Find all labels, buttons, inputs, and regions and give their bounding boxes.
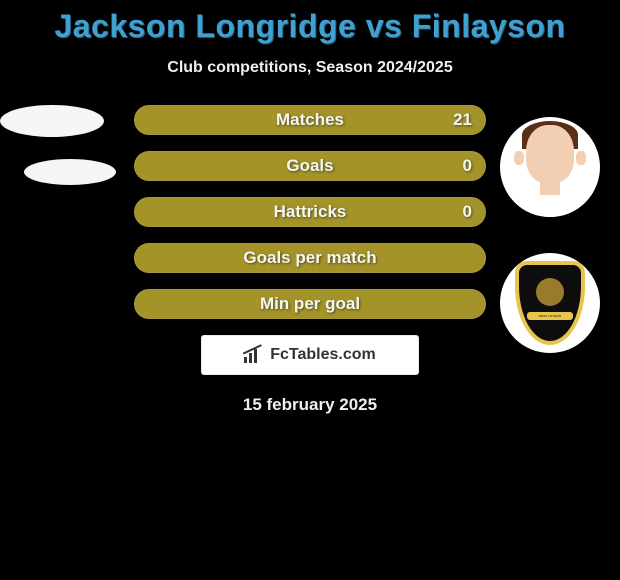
stat-bar-label: Hattricks — [134, 197, 486, 227]
left-player-avatar — [0, 105, 104, 137]
credit-box[interactable]: FcTables.com — [201, 335, 419, 375]
stat-bar: Hattricks0 — [134, 197, 486, 227]
page-title: Jackson Longridge vs Finlayson — [0, 0, 620, 45]
right-player-avatar — [500, 117, 600, 217]
stat-bar-right-value: 0 — [463, 151, 472, 181]
stat-bar: Goals per match — [134, 243, 486, 273]
stat-bar: Goals0 — [134, 151, 486, 181]
stat-bar: Min per goal — [134, 289, 486, 319]
stat-bar-label: Min per goal — [134, 289, 486, 319]
stat-bar-right-value: 21 — [453, 105, 472, 135]
page-subtitle: Club competitions, Season 2024/2025 — [0, 59, 620, 77]
left-club-avatar — [24, 159, 116, 185]
stats-area: WEST LOTHIAN Matches21Goals0Hattricks0Go… — [0, 105, 620, 319]
date-line: 15 february 2025 — [0, 395, 620, 415]
stat-bar-label: Goals per match — [134, 243, 486, 273]
fctables-logo-icon — [244, 347, 264, 363]
stat-bar: Matches21 — [134, 105, 486, 135]
stat-bar-label: Goals — [134, 151, 486, 181]
stat-bars: Matches21Goals0Hattricks0Goals per match… — [134, 105, 486, 319]
credit-text: FcTables.com — [270, 346, 376, 364]
right-avatars-column: WEST LOTHIAN — [500, 117, 600, 389]
stat-bar-label: Matches — [134, 105, 486, 135]
right-club-avatar: WEST LOTHIAN — [500, 253, 600, 353]
left-avatars-column — [0, 105, 116, 207]
stat-bar-right-value: 0 — [463, 197, 472, 227]
club-banner-text: WEST LOTHIAN — [527, 312, 573, 320]
